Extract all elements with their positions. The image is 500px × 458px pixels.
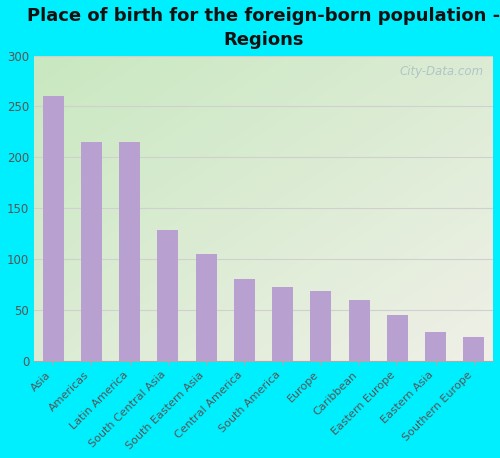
Text: City-Data.com: City-Data.com (400, 65, 484, 78)
Bar (196, 254, 216, 360)
Title: Place of birth for the foreign-born population -
Regions: Place of birth for the foreign-born popu… (27, 7, 500, 49)
Bar (119, 142, 140, 360)
Bar (81, 142, 102, 360)
Bar (464, 337, 484, 360)
Bar (348, 300, 370, 360)
Bar (387, 315, 408, 360)
Bar (234, 279, 255, 360)
Bar (158, 230, 178, 360)
Bar (310, 291, 332, 360)
Bar (42, 96, 64, 360)
Bar (425, 332, 446, 360)
Bar (272, 287, 293, 360)
